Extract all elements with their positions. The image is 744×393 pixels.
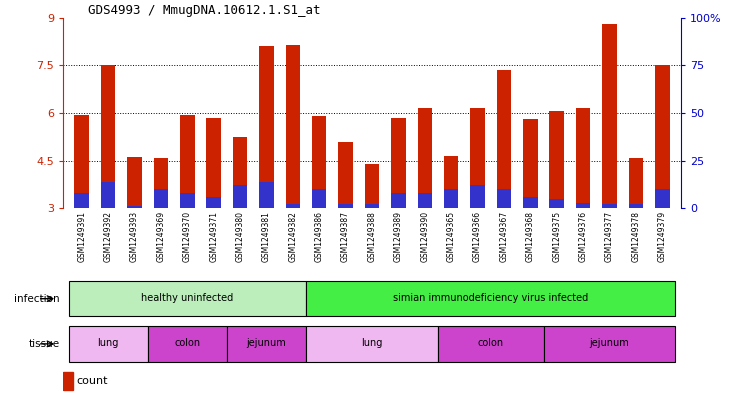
Bar: [655, 65, 670, 208]
Bar: [233, 137, 247, 208]
Bar: [101, 182, 115, 208]
Bar: [180, 115, 194, 208]
Text: lung: lung: [97, 338, 119, 348]
Bar: [602, 24, 617, 208]
Text: jejunum: jejunum: [246, 338, 286, 348]
Bar: [339, 204, 353, 208]
Text: GDS4993 / MmugDNA.10612.1.S1_at: GDS4993 / MmugDNA.10612.1.S1_at: [88, 4, 321, 17]
Bar: [233, 185, 247, 208]
Bar: [153, 158, 168, 208]
Bar: [497, 70, 511, 208]
Bar: [148, 326, 227, 362]
Bar: [206, 118, 221, 208]
Text: simian immunodeficiency virus infected: simian immunodeficiency virus infected: [393, 293, 589, 303]
Bar: [286, 204, 300, 208]
Bar: [127, 157, 142, 208]
Bar: [259, 46, 274, 208]
Bar: [523, 197, 538, 208]
Bar: [391, 193, 405, 208]
Bar: [127, 206, 142, 208]
Bar: [180, 193, 194, 208]
Bar: [339, 141, 353, 208]
Bar: [444, 156, 458, 208]
Bar: [576, 108, 591, 208]
Bar: [101, 65, 115, 208]
Bar: [312, 116, 327, 208]
Bar: [417, 193, 432, 208]
Text: healthy uninfected: healthy uninfected: [141, 293, 234, 303]
Bar: [602, 204, 617, 208]
Bar: [550, 199, 564, 208]
Bar: [438, 326, 544, 362]
Bar: [470, 108, 485, 208]
Bar: [497, 189, 511, 208]
Bar: [655, 189, 670, 208]
Bar: [629, 204, 643, 208]
Bar: [74, 115, 89, 208]
Bar: [259, 182, 274, 208]
Bar: [153, 189, 168, 208]
Text: count: count: [77, 376, 108, 386]
Bar: [470, 185, 485, 208]
Bar: [523, 119, 538, 208]
Bar: [206, 197, 221, 208]
Text: infection: infection: [14, 294, 60, 304]
Bar: [74, 193, 89, 208]
Bar: [550, 111, 564, 208]
Bar: [306, 281, 676, 316]
Bar: [68, 326, 148, 362]
Bar: [544, 326, 676, 362]
Text: colon: colon: [174, 338, 200, 348]
Bar: [68, 281, 306, 316]
Bar: [365, 164, 379, 208]
Text: tissue: tissue: [28, 339, 60, 349]
Bar: [312, 189, 327, 208]
Bar: [417, 108, 432, 208]
Bar: [306, 326, 438, 362]
Bar: [576, 202, 591, 208]
Text: colon: colon: [478, 338, 504, 348]
Bar: [444, 189, 458, 208]
Bar: [365, 204, 379, 208]
Bar: [63, 372, 73, 390]
Bar: [286, 45, 300, 208]
Text: jejunum: jejunum: [590, 338, 629, 348]
Bar: [629, 158, 643, 208]
Text: lung: lung: [362, 338, 382, 348]
Bar: [391, 118, 405, 208]
Bar: [227, 326, 306, 362]
